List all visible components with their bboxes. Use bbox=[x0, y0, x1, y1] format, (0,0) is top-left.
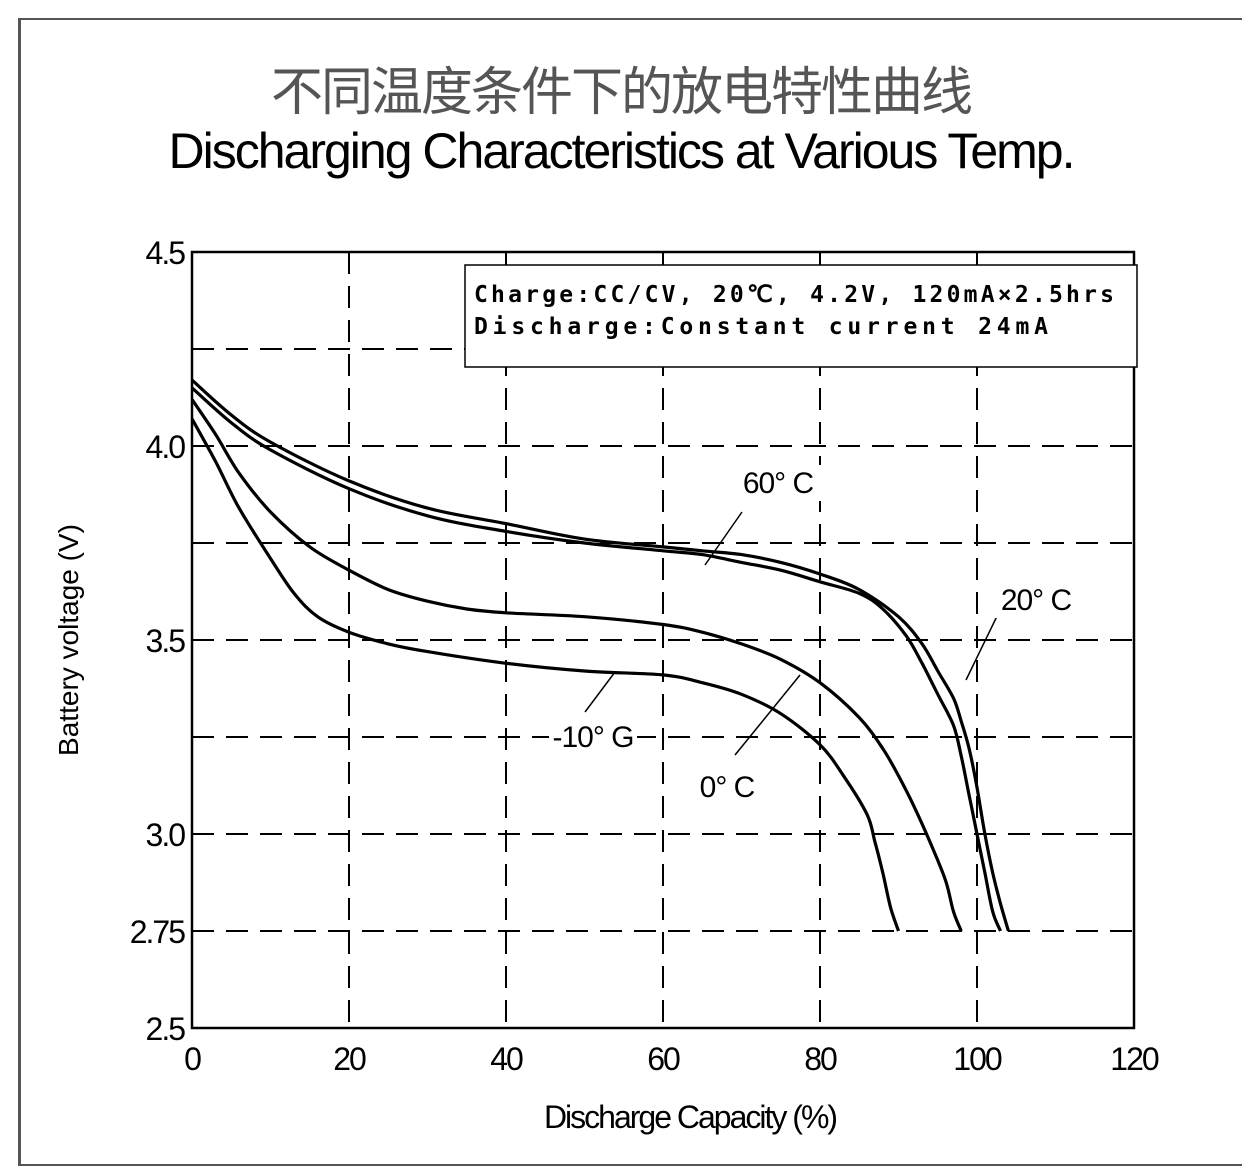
leader-line-60cc bbox=[704, 511, 743, 566]
curve-label-bg bbox=[734, 465, 822, 501]
legend-line-charge: Charge:CC/CV, 20℃, 4.2V, 120mA×2.5hrs bbox=[474, 282, 1114, 308]
y-tick-label: 2.75 bbox=[130, 914, 185, 950]
series-line-20cc bbox=[190, 378, 1010, 932]
outer-frame bbox=[18, 18, 1242, 1166]
y-axis-label: Battery voltage (V) bbox=[53, 524, 84, 756]
x-tick-label: 120 bbox=[1110, 1041, 1159, 1077]
x-tick-label: 80 bbox=[804, 1041, 837, 1077]
y-tick-label: 4.0 bbox=[146, 429, 186, 465]
curve-label-20cc: 20° C bbox=[1001, 584, 1072, 617]
legend-box-frame bbox=[464, 264, 1138, 368]
curve-label-bg bbox=[992, 582, 1080, 618]
legend-line-discharge: Discharge:Constant current 24mA bbox=[474, 314, 1048, 340]
curve-label-60cc: 60° C bbox=[743, 467, 814, 500]
series-lines bbox=[190, 378, 1010, 932]
legend-box: Charge:CC/CV, 20℃, 4.2V, 120mA×2.5hrs Di… bbox=[464, 264, 1138, 368]
x-tick-label: 0 bbox=[184, 1041, 201, 1077]
chart-title-chinese: 不同温度条件下的放电特性曲线 bbox=[270, 63, 973, 123]
series-line-60cc bbox=[190, 386, 1002, 932]
series-line--10cc bbox=[190, 418, 901, 932]
x-tick-label: 60 bbox=[647, 1041, 680, 1077]
x-tick-label: 40 bbox=[490, 1041, 523, 1077]
curve-labels: 60° C 20° C 0° C -10° G bbox=[549, 465, 1080, 805]
leader-line--10cc bbox=[584, 671, 616, 713]
curve-label--10cc: -10° G bbox=[552, 721, 633, 754]
chart-title-english: Discharging Characteristics at Various T… bbox=[168, 123, 1076, 179]
curve-label-0cc: 0° C bbox=[700, 771, 755, 804]
axes: 0 20 40 60 80 100 120 4.5 4.0 3.5 3.0 2.75 2.5 bbox=[130, 235, 1161, 1077]
leader-line-0cc bbox=[734, 674, 801, 756]
plot-border bbox=[190, 250, 1136, 1030]
y-tick-label: 3.0 bbox=[146, 817, 186, 853]
y-tick-label: 4.5 bbox=[146, 235, 186, 271]
curve-label-bg bbox=[549, 719, 637, 755]
y-tick-label: 2.5 bbox=[146, 1011, 186, 1047]
y-tick-label: 3.5 bbox=[146, 623, 186, 659]
leader-line-20cc bbox=[965, 609, 1001, 681]
x-tick-label: 20 bbox=[333, 1041, 366, 1077]
x-axis-label: Discharge Capacity (%) bbox=[544, 1099, 836, 1135]
curve-label-bg bbox=[683, 769, 771, 805]
x-tick-label: 100 bbox=[953, 1041, 1002, 1077]
series-line-0cc bbox=[190, 398, 963, 932]
